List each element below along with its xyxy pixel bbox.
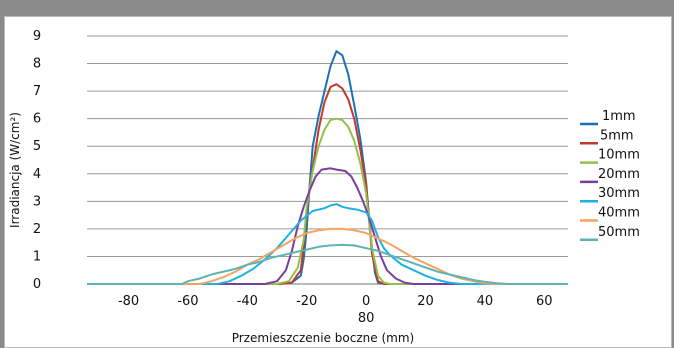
- chart-panel: ...y plły...ly ...g..., ... -80 -60 -40 -20…: [4, 16, 672, 348]
- y-tick-label: 3: [33, 194, 41, 209]
- x-tick-label: -40: [237, 294, 258, 309]
- y-tick-label: 7: [33, 84, 41, 99]
- y-tick-label: 6: [33, 112, 41, 127]
- grid-lines: [87, 35, 568, 285]
- legend-label-50mm: 50mm: [598, 225, 640, 240]
- y-tick-label: 4: [33, 167, 41, 182]
- x-tick-label: 40: [477, 294, 494, 309]
- x-tick-label: 20: [417, 294, 434, 309]
- series-line-20mm: [87, 167, 568, 285]
- series-line-10mm: [87, 117, 568, 285]
- series-lines: [87, 50, 568, 285]
- x-tick-label: -60: [177, 294, 198, 309]
- x-tick-label: 0: [362, 294, 370, 309]
- legend-label-40mm: 40mm: [598, 206, 640, 221]
- y-axis-ticks: 0 1 2 3 4 5 6 7 8 9: [33, 29, 41, 292]
- legend-label-5mm: 5mm: [600, 128, 634, 143]
- x-tick-label: 60: [536, 294, 553, 309]
- y-tick-label: 8: [33, 57, 41, 72]
- y-tick-label: 1: [33, 249, 41, 264]
- x-tick-label: -20: [296, 294, 317, 309]
- series-line-5mm: [87, 83, 568, 285]
- series-line-50mm: [87, 243, 568, 285]
- line-chart: -80 -60 -40 -20 0 20 40 60 0 1 2 3 4 5 6 7 8 9 1mm 5mm 10m…: [8, 29, 640, 345]
- legend: 1mm 5mm 10mm 20mm 30mm 40mm 50mm: [580, 109, 640, 242]
- x-axis-ticks: -80 -60 -40 -20 0 20 40 60: [118, 294, 553, 309]
- x-axis-title: Przemieszczenie boczne (mm): [232, 331, 414, 345]
- y-tick-label: 5: [33, 139, 41, 154]
- banner-text: ...y plły...ly ...g..., ...: [25, 16, 162, 25]
- series-line-1mm: [87, 50, 568, 285]
- legend-label-20mm: 20mm: [598, 167, 640, 182]
- y-tick-label: 0: [33, 277, 41, 292]
- legend-label-30mm: 30mm: [598, 186, 640, 201]
- series-line-30mm: [87, 203, 568, 285]
- y-axis-title: Irradiancja (W/cm²): [8, 112, 22, 228]
- legend-label-10mm: 10mm: [598, 148, 640, 163]
- y-tick-label: 9: [33, 29, 41, 44]
- x-tick-label: -80: [118, 294, 139, 309]
- legend-label-1mm: 1mm: [602, 109, 636, 124]
- x-axis-extra-label: 80: [358, 311, 375, 326]
- y-tick-label: 2: [33, 222, 41, 237]
